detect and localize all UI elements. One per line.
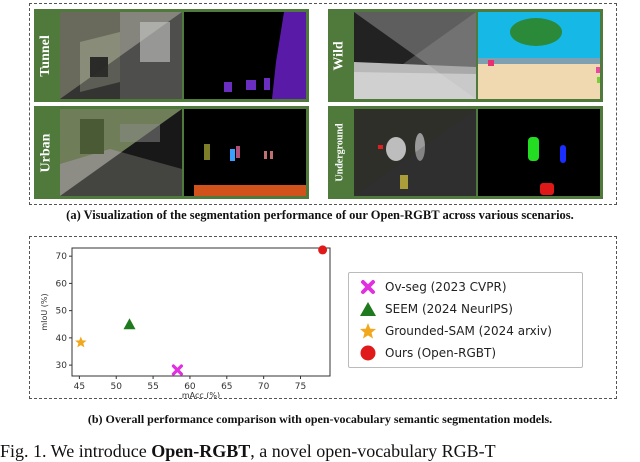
figure-caption: Fig. 1. We introduce Open-RGBT, a novel …	[0, 441, 496, 461]
wild-segmentation-map	[478, 12, 600, 99]
performance-scatter-chart: 45 50 55 60 65 70 75 30 40 50 60 70 mAcc (%) mIoU (%)	[40, 245, 331, 398]
chart-legend: Ov-seg (2023 CVPR) SEEM (2024 NeurIPS) G…	[348, 272, 583, 368]
x-tick-label: 55	[147, 382, 158, 392]
legend-item-seem: SEEM (2024 NeurIPS)	[357, 299, 513, 319]
scene-label-wild: Wild	[332, 40, 347, 71]
scene-label-urban: Urban	[38, 133, 53, 172]
scene-tunnel: Tunnel	[34, 9, 309, 102]
plot-area-frame	[71, 247, 331, 377]
panel-a-frame: Tunnel Wild	[29, 3, 617, 205]
y-tick-label: 40	[56, 334, 68, 344]
triangle-marker-icon	[357, 299, 379, 319]
y-tick-label: 60	[56, 279, 68, 289]
underground-segmentation-map	[478, 109, 600, 196]
panel-b-frame: 45 50 55 60 65 70 75 30 40 50 60 70 mAcc (%) mIoU (%)…	[29, 236, 617, 399]
data-point-ours	[318, 245, 328, 255]
circle-marker-icon	[357, 343, 379, 363]
x-tick-label: 75	[295, 382, 306, 392]
star-marker-icon	[357, 321, 379, 341]
y-tick-label: 70	[56, 252, 68, 262]
legend-item-ovseg: Ov-seg (2023 CVPR)	[357, 277, 507, 297]
x-marker-icon	[357, 277, 379, 297]
underground-rgbt-image	[354, 109, 476, 196]
x-tick-label: 70	[258, 382, 270, 392]
data-point-grounded-sam	[75, 336, 87, 348]
legend-label: Grounded-SAM (2024 arxiv)	[385, 324, 552, 338]
x-tick-label: 60	[184, 382, 196, 392]
tunnel-segmentation-map	[184, 12, 306, 99]
scene-label-underground: Underground	[334, 123, 346, 182]
scene-urban: Urban	[34, 106, 309, 199]
urban-segmentation-map	[184, 109, 306, 196]
urban-rgbt-image	[60, 109, 182, 196]
legend-item-grounded-sam: Grounded-SAM (2024 arxiv)	[357, 321, 552, 341]
y-axis-label: mIoU (%)	[40, 293, 49, 330]
x-axis-label: mAcc (%)	[182, 391, 220, 398]
x-tick-label: 45	[74, 382, 85, 392]
data-point-ovseg	[171, 364, 184, 376]
y-tick-label: 30	[56, 361, 68, 371]
legend-label: Ours (Open-RGBT)	[385, 346, 496, 360]
y-tick-label: 50	[56, 307, 68, 317]
legend-item-ours: Ours (Open-RGBT)	[357, 343, 496, 363]
wild-rgbt-image	[354, 12, 476, 99]
tunnel-rgbt-image	[60, 12, 182, 99]
panel-b-caption: (b) Overall performance comparison with …	[87, 412, 553, 426]
panel-a-caption: (a) Visualization of the segmentation pe…	[66, 208, 574, 222]
legend-label: Ov-seg (2023 CVPR)	[385, 280, 507, 294]
scene-wild: Wild	[328, 9, 603, 102]
x-tick-label: 50	[111, 382, 123, 392]
legend-label: SEEM (2024 NeurIPS)	[385, 302, 513, 316]
x-tick-label: 65	[221, 382, 232, 392]
scene-label-tunnel: Tunnel	[38, 34, 54, 77]
data-point-seem	[123, 318, 136, 330]
scene-underground: Underground	[328, 106, 603, 199]
